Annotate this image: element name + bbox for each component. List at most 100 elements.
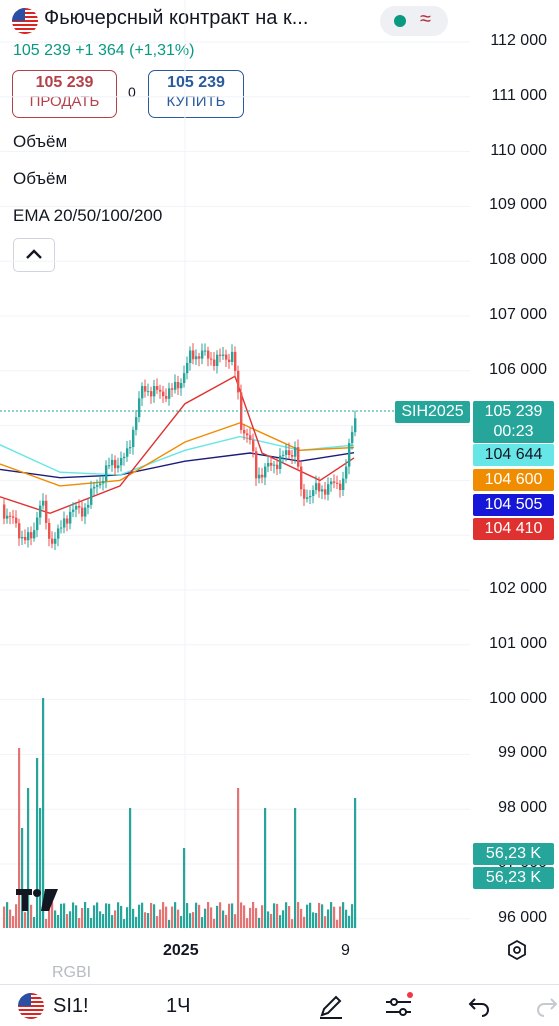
candle <box>342 478 345 491</box>
volume-bar <box>42 698 45 928</box>
y-axis-label: 102 000 <box>489 580 547 597</box>
candle <box>189 350 192 363</box>
candle <box>219 354 222 356</box>
candle <box>282 454 285 456</box>
bottom-toolbar: SI1! 1Ч <box>0 984 559 1025</box>
symbol-title[interactable]: Фьючерсный контракт на к... <box>44 7 309 29</box>
candle <box>291 455 294 457</box>
candle <box>288 450 291 456</box>
pencil-icon[interactable] <box>316 991 346 1026</box>
candle <box>75 505 78 510</box>
volume-bar <box>315 912 318 928</box>
indicator-volume-1[interactable]: Объём <box>13 132 68 151</box>
y-axis-label: 96 000 <box>498 908 547 926</box>
volume-bar <box>237 788 240 928</box>
volume-bar <box>264 808 267 928</box>
candle <box>78 505 81 508</box>
ema50-line <box>0 422 355 487</box>
candle <box>132 429 135 448</box>
watermark-brand: RGBI <box>52 964 92 981</box>
volume-bar <box>81 907 84 928</box>
candle <box>312 490 315 496</box>
volume-bar <box>210 907 213 928</box>
volume-bar <box>330 902 333 928</box>
candle <box>141 386 144 399</box>
volume-bar <box>111 915 114 928</box>
candle <box>207 350 210 359</box>
candle <box>231 351 234 363</box>
candle <box>186 362 189 374</box>
indicator-volume-2[interactable]: Объём <box>13 169 68 188</box>
symbol-flag-icon <box>18 993 44 1019</box>
volume-bar <box>168 919 171 928</box>
candle <box>18 523 21 539</box>
redo-icon[interactable] <box>534 993 559 1024</box>
y-axis-label: 98 000 <box>498 799 547 817</box>
collapse-indicators-button[interactable] <box>13 238 55 272</box>
candle <box>267 462 270 467</box>
y-axis-label: 108 000 <box>489 251 547 269</box>
candle <box>318 483 321 492</box>
candle <box>150 391 153 397</box>
y-axis-label: 100 000 <box>489 689 547 707</box>
volume-bar <box>186 903 189 928</box>
market-status-icon <box>394 15 406 27</box>
candle <box>246 433 249 436</box>
volume-bar <box>90 917 93 928</box>
interval-selector[interactable]: 1Ч <box>166 995 191 1017</box>
sliders-icon[interactable] <box>383 991 415 1026</box>
candle <box>201 350 204 359</box>
volume-bar <box>138 904 141 928</box>
volume-bar <box>267 911 270 928</box>
candle <box>21 536 24 539</box>
volume-bar <box>147 913 150 928</box>
candle <box>354 418 357 433</box>
candle <box>153 386 156 397</box>
symbol-tag: SIH2025 <box>395 401 470 423</box>
chevron-up-icon <box>26 249 42 259</box>
candle <box>156 386 159 390</box>
candle <box>228 359 231 363</box>
volume-bar <box>336 919 339 928</box>
candle <box>306 497 309 499</box>
candle <box>324 489 327 495</box>
volume-bar <box>18 748 21 928</box>
candle <box>117 465 120 469</box>
candle <box>174 382 177 390</box>
candle <box>159 389 162 392</box>
y-axis-label: 109 000 <box>489 196 547 214</box>
candle <box>216 354 219 366</box>
volume-bar <box>129 808 132 928</box>
candle <box>333 481 336 483</box>
undo-icon[interactable] <box>466 993 492 1024</box>
price-chart[interactable] <box>0 0 559 984</box>
market-status-pill[interactable]: ≈ <box>380 6 448 36</box>
volume-bar <box>279 915 282 928</box>
candle <box>36 517 39 531</box>
symbol-selector[interactable]: SI1! <box>53 995 89 1017</box>
y-axis-label: 106 000 <box>489 360 547 378</box>
volume-bar <box>114 910 117 928</box>
volume-bar <box>351 904 354 928</box>
volume-bar <box>153 904 156 928</box>
volume-bar <box>306 904 309 928</box>
volume-bar <box>339 906 342 928</box>
volume-bar <box>141 902 144 928</box>
volume-bar <box>219 902 222 928</box>
candle <box>108 465 111 467</box>
candle <box>351 432 354 444</box>
volume-bar <box>312 912 315 928</box>
volume-bar <box>288 906 291 928</box>
settings-icon[interactable] <box>505 938 529 967</box>
indicator-ema[interactable]: EMA 20/50/100/200 <box>13 206 163 225</box>
candle <box>3 504 6 519</box>
candle <box>51 538 54 544</box>
volume-bar <box>60 903 63 928</box>
volume-bar <box>273 903 276 928</box>
x-label-2025: 2025 <box>163 942 199 959</box>
candle <box>72 509 75 512</box>
candle <box>183 373 186 384</box>
volume-bar <box>213 918 216 928</box>
y-axis-label: 99 000 <box>498 744 547 762</box>
last-price: 105 239 <box>484 403 543 420</box>
